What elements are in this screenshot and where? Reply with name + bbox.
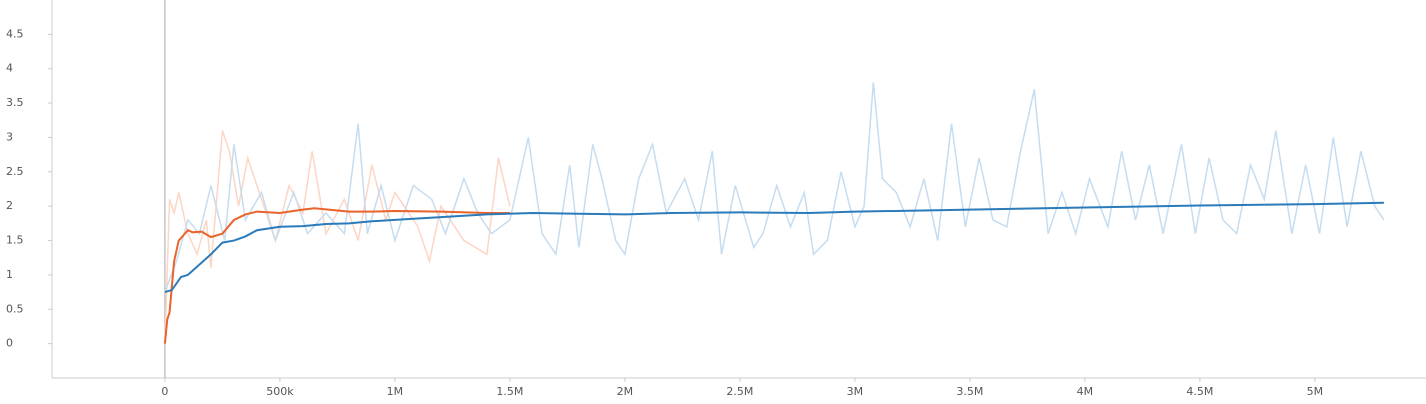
series-line <box>164 201 1384 294</box>
x-tick-label: 2.5M <box>726 385 753 398</box>
y-tick-label: 2 <box>6 199 13 212</box>
y-tick-label: 4 <box>6 62 13 75</box>
x-tick-label: 0 <box>161 385 168 398</box>
x-tick-label: 3.5M <box>956 385 983 398</box>
y-tick-label: 3 <box>6 130 13 143</box>
y-tick-label: 0.5 <box>6 302 24 315</box>
x-tick-label: 4M <box>1077 385 1094 398</box>
y-tick-label: 4.5 <box>6 27 24 40</box>
x-tick-label: 3M <box>847 385 864 398</box>
series-line <box>163 207 510 344</box>
y-tick-label: 1.5 <box>6 234 24 247</box>
x-tick-label: 1.5M <box>496 385 523 398</box>
x-tick-label: 5M <box>1307 385 1324 398</box>
x-tick-label: 500k <box>266 385 294 398</box>
x-tick-label: 2M <box>617 385 634 398</box>
series-line <box>164 130 511 344</box>
y-tick-label: 0 <box>6 337 13 350</box>
x-tick-label: 4.5M <box>1186 385 1213 398</box>
y-tick-label: 2.5 <box>6 165 24 178</box>
series-line <box>164 82 1385 293</box>
x-tick-label: 1M <box>387 385 404 398</box>
y-tick-label: 1 <box>6 268 13 281</box>
y-tick-label: 3.5 <box>6 96 24 109</box>
